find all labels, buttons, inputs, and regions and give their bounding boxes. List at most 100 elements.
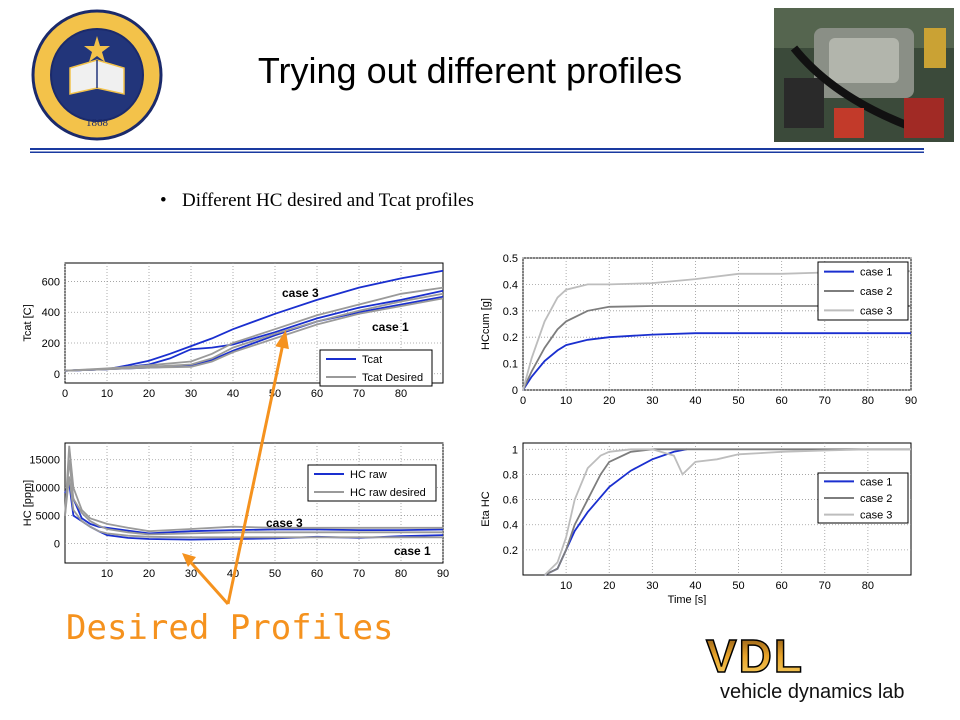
x-tick-label: 40 <box>689 395 701 407</box>
y-tick-label: 200 <box>42 338 60 350</box>
x-tick-label: 30 <box>185 568 197 580</box>
x-tick-label: 20 <box>143 568 155 580</box>
y-tick-label: 0 <box>54 538 60 550</box>
plot-frame <box>64 442 444 564</box>
x-tick-label: 50 <box>732 395 744 407</box>
y-axis-label: Eta HC <box>480 491 492 527</box>
case-annotation: case 3 <box>266 516 303 530</box>
x-tick-label: 10 <box>101 388 113 400</box>
legend-label: Tcat Desired <box>362 372 423 384</box>
x-tick-label: 60 <box>311 388 323 400</box>
y-tick-label: 0.5 <box>503 253 518 265</box>
vdl-logo-subtext: vehicle dynamics lab <box>720 681 905 703</box>
x-tick-label: 80 <box>862 395 874 407</box>
y-tick-label: 15000 <box>29 455 60 467</box>
y-tick-label: 600 <box>42 276 60 288</box>
legend-label: case 1 <box>860 476 892 488</box>
bullet-text: Different HC desired and Tcat profiles <box>182 190 474 211</box>
y-tick-label: 0.8 <box>503 469 518 481</box>
y-axis-label: Tcat [C] <box>22 304 34 341</box>
series-line-hc-raw-desired <box>64 445 443 533</box>
series-line-hc-raw <box>64 482 444 535</box>
x-tick-label: 10 <box>560 395 572 407</box>
y-tick-label: 0.4 <box>503 520 518 532</box>
x-tick-label: 80 <box>395 568 407 580</box>
legend-box <box>319 349 433 387</box>
y-tick-label: 0 <box>512 385 518 397</box>
legend-label: case 3 <box>860 305 892 317</box>
x-tick-label: 50 <box>269 388 281 400</box>
legend-label: case 2 <box>860 286 892 298</box>
y-tick-label: 0.2 <box>503 332 518 344</box>
y-tick-label: 0.4 <box>503 279 518 291</box>
legend-label: case 3 <box>860 510 892 522</box>
y-tick-label: 5000 <box>36 511 60 523</box>
y-tick-label: 1 <box>512 444 518 456</box>
x-tick-label: 90 <box>437 568 449 580</box>
x-tick-label: 70 <box>353 568 365 580</box>
x-tick-label: 20 <box>143 388 155 400</box>
x-tick-label: 40 <box>689 580 701 592</box>
eta-hc-chart: 10 20 30 40 50 60 70 80 0.2 0.4 0.6 0.8 1 Eta HC Time … <box>480 442 912 605</box>
vdl-logo-text: VDL <box>706 630 804 682</box>
y-tick-label: 0.1 <box>503 359 518 371</box>
y-tick-label: 0.6 <box>503 495 518 507</box>
legend-box <box>307 464 437 502</box>
bullet-dot: • <box>160 190 167 211</box>
x-tick-label: 50 <box>732 580 744 592</box>
y-tick-label: 0.3 <box>503 306 518 318</box>
x-tick-label: 80 <box>862 580 874 592</box>
x-tick-label: 0 <box>520 395 526 407</box>
vdl-logo: VDL vehicle dynamics lab <box>705 629 905 703</box>
y-axis-label: HCcum [g] <box>480 298 492 350</box>
hccum-chart: 0 10 20 30 40 50 60 70 80 90 0 0.1 0.2 0.3 0.4 0.5 HCcum… <box>480 253 917 407</box>
legend-label: case 1 <box>860 267 892 279</box>
x-tick-label: 50 <box>269 568 281 580</box>
y-tick-label: 10000 <box>29 483 60 495</box>
legend-label: case 2 <box>860 493 892 505</box>
x-axis-label: Time [s] <box>668 594 707 605</box>
x-tick-label: 30 <box>185 388 197 400</box>
x-tick-label: 10 <box>101 568 113 580</box>
x-tick-label: 60 <box>776 580 788 592</box>
x-tick-label: 30 <box>646 395 658 407</box>
series-line-hc-raw-desired <box>64 459 443 536</box>
bullet-item: • Different HC desired and Tcat profiles <box>160 190 474 212</box>
series-line-case-2 <box>544 448 911 576</box>
university-seal-logo: 1868 <box>31 9 163 141</box>
x-tick-label: 80 <box>395 388 407 400</box>
desired-profiles-callout: Desired Profiles <box>66 608 394 648</box>
hc-ppm-chart: 10 20 30 40 50 60 70 80 90 0 5000 10000 15000 HC [ppm… <box>22 442 449 580</box>
x-tick-label: 90 <box>905 395 917 407</box>
header-rule <box>30 148 924 153</box>
legend-label: HC raw desired <box>350 487 426 499</box>
x-tick-label: 20 <box>603 395 615 407</box>
tcat-chart: 0 10 20 30 40 50 60 70 80 0 200 400 600 Tcat [C] Tcat T… <box>22 262 444 400</box>
x-tick-label: 70 <box>353 388 365 400</box>
legend-label: Tcat <box>362 354 382 366</box>
x-tick-label: 20 <box>603 580 615 592</box>
series-line-tcat <box>64 269 444 372</box>
case-annotation: case 1 <box>394 544 431 558</box>
y-tick-label: 0.2 <box>503 545 518 557</box>
x-tick-label: 60 <box>776 395 788 407</box>
seal-year-text: 1868 <box>86 117 109 129</box>
x-tick-label: 40 <box>227 388 239 400</box>
x-tick-label: 70 <box>819 580 831 592</box>
x-tick-label: 70 <box>819 395 831 407</box>
series-line-case-1 <box>522 332 911 391</box>
y-axis-label: HC [ppm] <box>22 480 34 526</box>
x-tick-label: 30 <box>646 580 658 592</box>
y-tick-label: 0 <box>54 369 60 381</box>
case-annotation: case 3 <box>282 286 319 300</box>
x-tick-label: 10 <box>560 580 572 592</box>
legend-label: HC raw <box>350 469 387 481</box>
x-tick-label: 60 <box>311 568 323 580</box>
slide-title: Trying out different profiles <box>257 50 683 91</box>
engine-photo <box>774 8 954 142</box>
x-tick-label: 0 <box>62 388 68 400</box>
series-line-hc-raw-desired <box>64 476 443 539</box>
x-tick-label: 40 <box>227 568 239 580</box>
y-tick-label: 400 <box>42 307 60 319</box>
case-annotation: case 1 <box>372 320 409 334</box>
